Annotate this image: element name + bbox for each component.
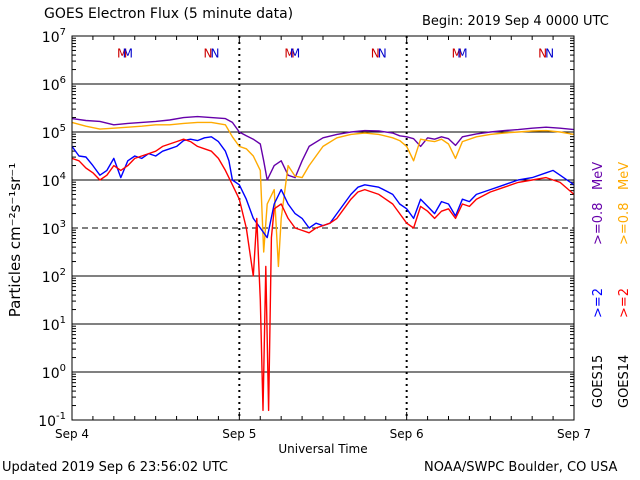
magnetopause-marker: N (538, 47, 547, 61)
legend: GOES15 >=2 >=0.8 MeV GOES14 >=2 >=0.8 Me… (591, 162, 632, 408)
magnetopause-markers: MM NN MM NN MM NN (117, 47, 554, 61)
series-lines (71, 115, 575, 412)
y-tick-label: 102 (42, 267, 66, 286)
y-tick-label: 107 (42, 27, 66, 46)
magnetopause-marker: M (452, 47, 462, 61)
y-axis-label: Particles cm⁻²s⁻¹sr⁻¹ (6, 163, 24, 317)
magnetopause-marker: M (457, 47, 467, 61)
begin-time: Begin: 2019 Sep 4 0000 UTC (422, 14, 609, 29)
x-tick-label: Sep 7 (557, 427, 591, 441)
series-line-0 (71, 115, 575, 181)
grid-lines (71, 36, 575, 420)
series-line-1 (71, 121, 575, 268)
x-tick-label: Sep 4 (55, 427, 89, 441)
y-tick-label: 100 (42, 363, 66, 382)
y-tick-label: 105 (42, 123, 66, 142)
magnetopause-marker: M (117, 47, 127, 61)
series-line-2 (71, 136, 575, 239)
magnetopause-marker: N (545, 47, 554, 61)
magnetopause-marker: N (378, 47, 387, 61)
legend-goes15: GOES15 (591, 355, 606, 408)
y-tick-label: 101 (42, 315, 66, 334)
y-tick-label: 103 (42, 219, 66, 238)
legend-goes14-e08: >=0.8 (617, 203, 632, 245)
legend-goes14: GOES14 (617, 355, 632, 408)
plot-frame (71, 35, 575, 421)
legend-goes15-e2: >=2 (591, 288, 606, 318)
magnetopause-marker: N (210, 47, 219, 61)
legend-goes15-e08: >=0.8 (591, 203, 606, 245)
magnetopause-marker: M (290, 47, 300, 61)
x-tick-label: Sep 5 (222, 427, 256, 441)
legend-goes15-mev: MeV (591, 162, 606, 190)
magnetopause-marker: M (284, 47, 294, 61)
magnetopause-marker: N (203, 47, 212, 61)
x-tick-labels: Sep 4 Sep 5 Sep 6 Sep 7 (55, 427, 591, 441)
chart-title: GOES Electron Flux (5 minute data) (44, 6, 294, 22)
credit: NOAA/SWPC Boulder, CO USA (424, 460, 618, 475)
updated-time: Updated 2019 Sep 6 23:56:02 UTC (2, 460, 229, 475)
legend-goes14-e2: >=2 (617, 288, 632, 318)
y-tick-label: 106 (42, 75, 66, 94)
x-axis-label: Universal Time (278, 442, 367, 456)
x-tick-label: Sep 6 (390, 427, 424, 441)
y-tick-label: 104 (42, 171, 66, 190)
magnetopause-marker: M (123, 47, 133, 61)
magnetopause-marker: N (371, 47, 380, 61)
series-line-3 (71, 138, 575, 412)
legend-goes14-mev: MeV (617, 162, 632, 190)
